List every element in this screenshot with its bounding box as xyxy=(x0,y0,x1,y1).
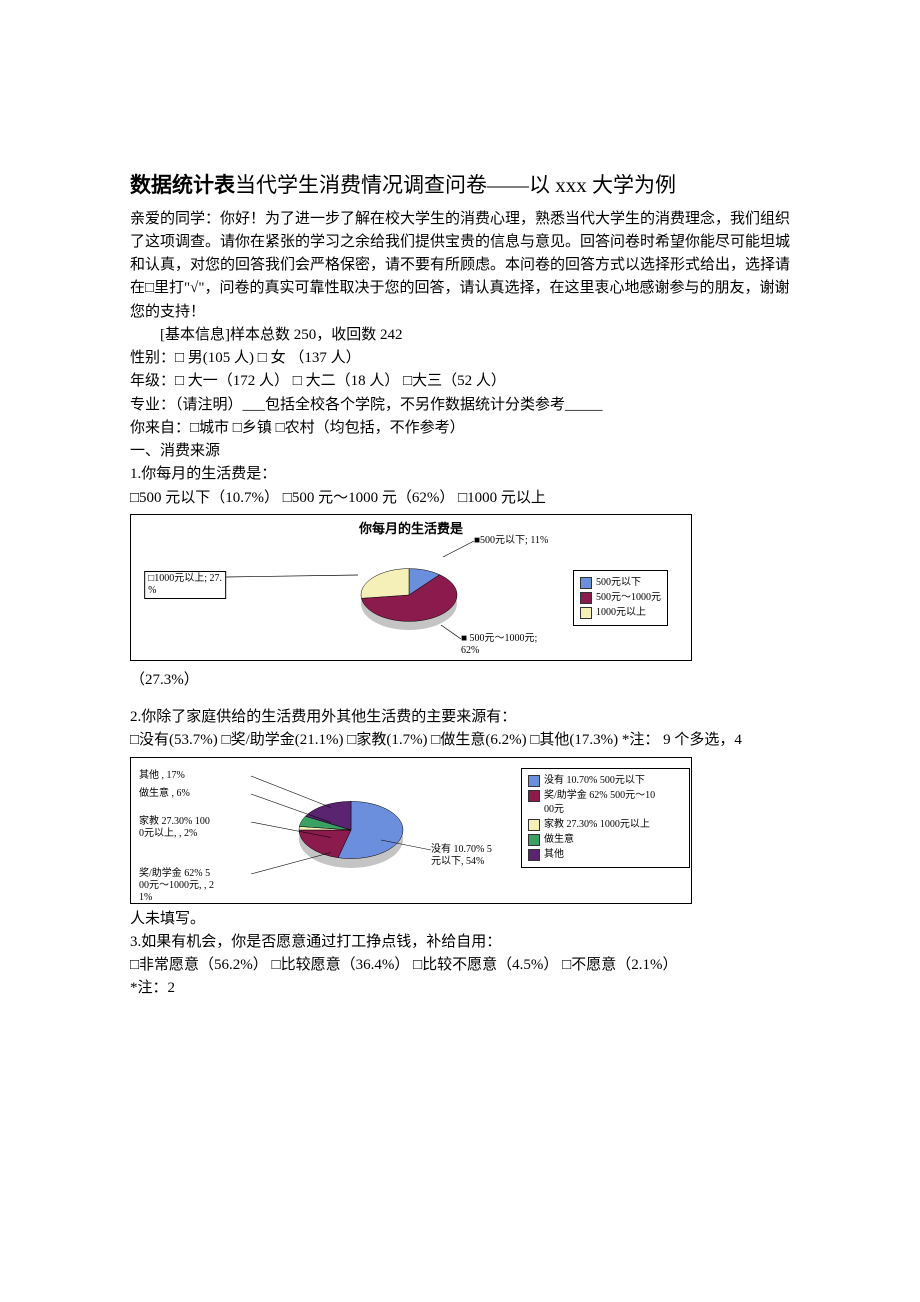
title-bold: 数据统计表 xyxy=(130,174,235,197)
chart-2: 其他 , 17% 做生意 , 6% 家教 27.30% 100 0元以上, , 2%… xyxy=(130,757,692,904)
document-page: 数据统计表当代学生消费情况调查问卷——以 xxx 大学为例 亲爱的同学：你好！为… xyxy=(0,0,920,1061)
q2-options: □没有(53.7%) □奖/助学金(21.1%) □家教(1.7%) □做生意(… xyxy=(130,729,790,752)
chart-1-title: 你每月的生活费是 xyxy=(359,519,463,539)
chart-callout: 没有 10.70% 5 元以下, 54% xyxy=(431,844,492,868)
grade-line: 年级：□ 大一（172 人） □ 大二（18 人） □大三（52 人） xyxy=(130,370,790,393)
chart-callout: 奖/助学金 62% 5 00元～1000元, , 2 1% xyxy=(139,868,214,904)
q2: 2.你除了家庭供给的生活费用外其他生活费的主要来源有： xyxy=(130,706,790,729)
chart-1-legend: 500元以下500元～1000元1000元以上 xyxy=(573,570,668,626)
sample-info: [基本信息]样本总数 250，收回数 242 xyxy=(130,324,790,347)
q3-options: □非常愿意（56.2%） □比较愿意（36.4%） □比较不愿意（4.5%） □… xyxy=(130,954,790,977)
body: 亲爱的同学：你好！为了进一步了解在校大学生的消费心理，熟悉当代大学生的消费理念，… xyxy=(130,208,790,1001)
q2-below: 人未填写。 xyxy=(130,908,790,931)
chart-2-legend: 没有 10.70% 500元以下奖/助学金 62% 500元～10 00元家教 … xyxy=(521,768,690,868)
chart-callout: ■500元以下; 11% xyxy=(474,535,548,547)
intro-paragraph: 亲爱的同学：你好！为了进一步了解在校大学生的消费心理，熟悉当代大学生的消费理念，… xyxy=(130,208,790,324)
chart-callout: ■ 500元～1000元; 62% xyxy=(461,633,537,657)
title-rest: 当代学生消费情况调查问卷——以 xxx 大学为例 xyxy=(235,173,676,197)
chart-callout: 家教 27.30% 100 0元以上, , 2% xyxy=(139,816,210,840)
from-line: 你来自：□城市 □乡镇 □农村（均包括，不作参考） xyxy=(130,417,790,440)
page-title: 数据统计表当代学生消费情况调查问卷——以 xxx 大学为例 xyxy=(130,170,790,202)
chart-callout: □1000元以上; 27. % xyxy=(144,571,226,599)
gender-line: 性别：□ 男(105 人) □ 女 （137 人） xyxy=(130,347,790,370)
q1-options: □500 元以下（10.7%） □500 元～1000 元（62%） □1000… xyxy=(130,487,790,510)
q3: 3.如果有机会，你是否愿意通过打工挣点钱，补给自用： xyxy=(130,931,790,954)
chart-1: 你每月的生活费是 ■500元以下; 11% ■ 500元～1000元; 62% □1… xyxy=(130,514,692,661)
chart-callout: 做生意 , 6% xyxy=(139,788,190,800)
q1-below: （27.3%） xyxy=(130,669,790,692)
q3-note: *注：2 xyxy=(130,977,790,1000)
section-1-heading: 一、消费来源 xyxy=(130,440,790,463)
chart-callout: 其他 , 17% xyxy=(139,770,185,782)
q1: 1.你每月的生活费是： xyxy=(130,463,790,486)
major-line: 专业：（请注明）___包括全校各个学院，不另作数据统计分类参考_____ xyxy=(130,394,790,417)
